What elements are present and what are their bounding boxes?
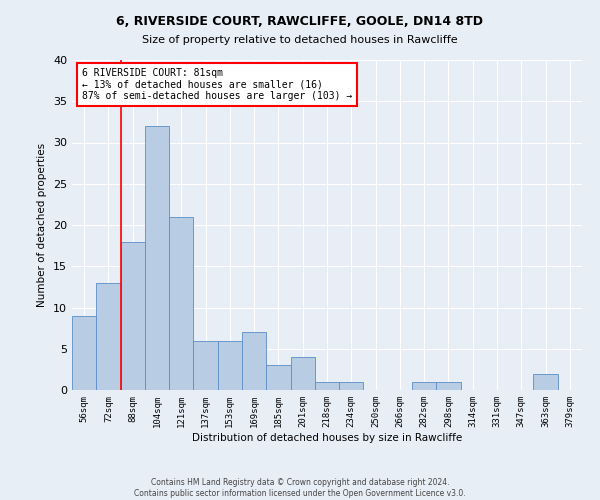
Bar: [96, 283, 121, 390]
Bar: [169, 217, 193, 390]
Text: 6, RIVERSIDE COURT, RAWCLIFFE, GOOLE, DN14 8TD: 6, RIVERSIDE COURT, RAWCLIFFE, GOOLE, DN…: [116, 15, 484, 28]
Bar: [533, 374, 558, 390]
Bar: [193, 340, 218, 390]
Bar: [72, 316, 96, 390]
Text: 6 RIVERSIDE COURT: 81sqm
← 13% of detached houses are smaller (16)
87% of semi-d: 6 RIVERSIDE COURT: 81sqm ← 13% of detach…: [82, 68, 352, 102]
Bar: [412, 382, 436, 390]
Text: Contains HM Land Registry data © Crown copyright and database right 2024.
Contai: Contains HM Land Registry data © Crown c…: [134, 478, 466, 498]
Bar: [121, 242, 145, 390]
Bar: [242, 332, 266, 390]
Bar: [315, 382, 339, 390]
Bar: [218, 340, 242, 390]
Y-axis label: Number of detached properties: Number of detached properties: [37, 143, 47, 307]
Bar: [339, 382, 364, 390]
X-axis label: Distribution of detached houses by size in Rawcliffe: Distribution of detached houses by size …: [192, 432, 462, 442]
Text: Size of property relative to detached houses in Rawcliffe: Size of property relative to detached ho…: [142, 35, 458, 45]
Bar: [145, 126, 169, 390]
Bar: [436, 382, 461, 390]
Bar: [290, 357, 315, 390]
Bar: [266, 365, 290, 390]
